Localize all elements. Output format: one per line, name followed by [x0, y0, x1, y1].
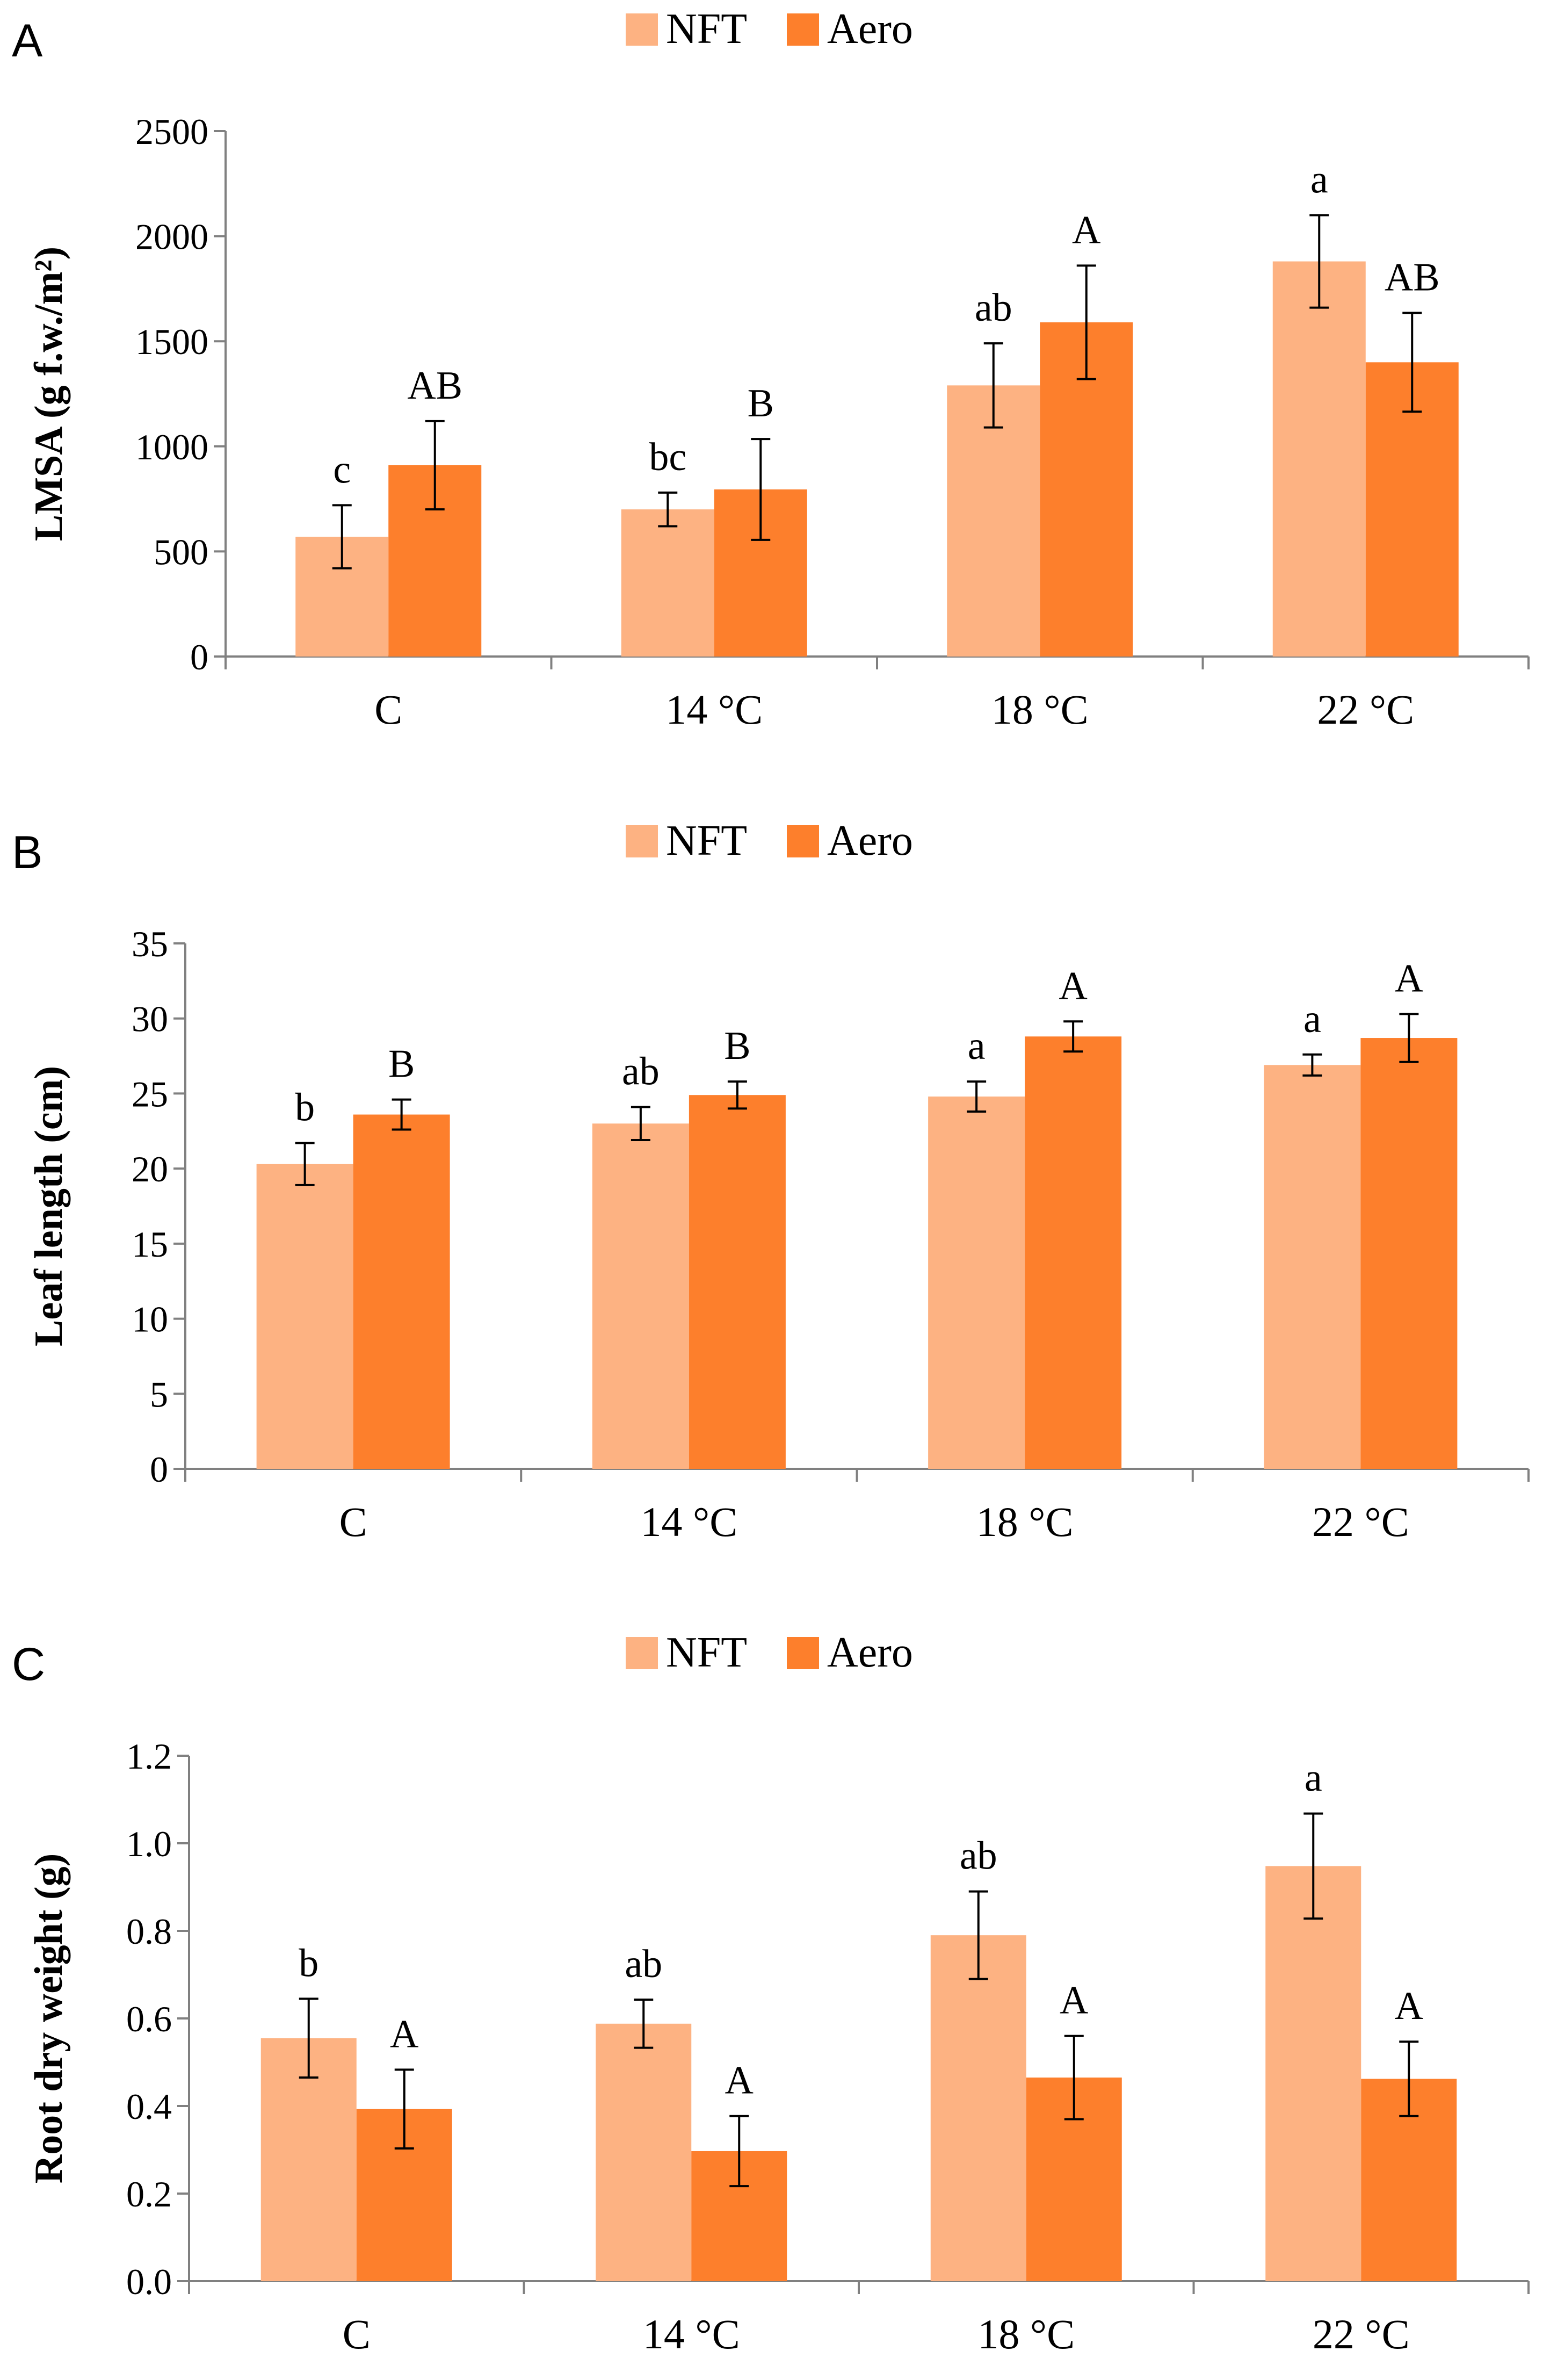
x-category-label: 22 °C — [1313, 2311, 1410, 2357]
significance-label: a — [1303, 997, 1321, 1041]
y-tick-label: 5 — [150, 1374, 168, 1415]
significance-label: A — [1395, 956, 1423, 1000]
y-tick-label: 0 — [150, 1449, 168, 1490]
bar-nft — [930, 1935, 1026, 2281]
y-axis-title: LMSA (g f.w./m²) — [27, 247, 71, 541]
y-tick-label: 15 — [132, 1224, 168, 1265]
chart-panel-b: B NFT Aero 0 5 10 15 20 25 30 35 Leaf length (cm) Cb… — [12, 817, 1530, 1545]
x-category-label: 14 °C — [643, 2311, 740, 2357]
legend-label-nft: NFT — [666, 817, 747, 864]
legend-label-aero: Aero — [827, 5, 913, 53]
significance-label: a — [1305, 1756, 1322, 1800]
y-tick-label: 500 — [154, 531, 208, 572]
y-tick-label: 0.0 — [126, 2261, 172, 2302]
y-tick-label: 1.0 — [126, 1823, 172, 1864]
panel-label: C — [12, 1639, 45, 1690]
bar-nft — [1264, 1065, 1361, 1469]
significance-label: A — [1072, 208, 1100, 252]
y-tick-label: 35 — [132, 924, 168, 964]
significance-label: A — [390, 2012, 418, 2056]
x-category-label: 22 °C — [1317, 686, 1414, 733]
x-category-label: 18 °C — [976, 1498, 1074, 1545]
significance-label: A — [725, 2059, 754, 2103]
significance-label: b — [295, 1086, 315, 1130]
bar-aero — [353, 1114, 450, 1469]
bar-nft — [1272, 261, 1366, 657]
y-tick-label: 0.8 — [126, 1911, 172, 1952]
y-tick-label: 1000 — [135, 427, 208, 467]
significance-label: A — [1059, 964, 1087, 1008]
legend-swatch-nft — [626, 825, 658, 857]
y-axis-title: Root dry weight (g) — [27, 1853, 71, 2184]
y-tick-label: 2000 — [135, 217, 208, 257]
bar-nft — [947, 385, 1040, 657]
legend-label-nft: NFT — [666, 1629, 747, 1676]
y-tick-label: 30 — [132, 999, 168, 1040]
y-axis-title: Leaf length (cm) — [27, 1066, 71, 1346]
bar-aero — [1360, 1038, 1458, 1469]
y-tick-label: 25 — [132, 1073, 168, 1114]
y-tick-label: 0 — [190, 637, 208, 677]
bar-aero — [1025, 1036, 1122, 1469]
legend-swatch-aero — [787, 13, 819, 46]
significance-label: B — [388, 1042, 415, 1086]
legend: NFT Aero — [626, 5, 913, 53]
significance-label: c — [333, 448, 351, 492]
x-category-label: 14 °C — [641, 1498, 738, 1545]
chart-panel-c: C NFT Aero 0.0 0.2 0.4 0.6 0.8 1.0 1.2 Root dry we… — [12, 1629, 1530, 2357]
significance-label: ab — [625, 1942, 662, 1986]
significance-label: A — [1060, 1979, 1088, 2023]
significance-label: b — [299, 1941, 318, 1985]
bar-nft — [1265, 1866, 1361, 2281]
significance-label: a — [968, 1024, 986, 1068]
y-tick-label: 0.6 — [126, 1999, 172, 2039]
bar-nft — [592, 1123, 689, 1469]
y-tick-label: 20 — [132, 1149, 168, 1189]
chart-panel-a: A NFT Aero 0 500 1000 1500 2000 2500 LMSA (g f.w.… — [12, 5, 1530, 733]
significance-label: AB — [407, 364, 462, 408]
significance-label: ab — [622, 1050, 660, 1094]
x-category-label: 18 °C — [977, 2311, 1075, 2357]
significance-label: B — [748, 381, 774, 425]
significance-label: ab — [960, 1834, 997, 1878]
x-category-label: 22 °C — [1312, 1498, 1409, 1545]
significance-label: AB — [1385, 255, 1440, 299]
legend-label-nft: NFT — [666, 5, 747, 53]
bar-nft — [596, 2023, 692, 2281]
legend-swatch-aero — [787, 825, 819, 857]
significance-label: a — [1310, 157, 1328, 201]
x-category-label: C — [339, 1498, 367, 1545]
significance-label: B — [724, 1024, 750, 1068]
legend: NFT Aero — [626, 1629, 913, 1676]
legend-swatch-nft — [626, 13, 658, 46]
y-tick-label: 1500 — [135, 321, 208, 362]
significance-label: bc — [649, 435, 686, 479]
y-tick-label: 2500 — [135, 111, 208, 152]
significance-label: A — [1395, 1984, 1423, 2028]
bar-nft — [260, 2038, 357, 2281]
x-category-label: 14 °C — [665, 686, 763, 733]
legend-swatch-aero — [787, 1637, 819, 1669]
x-category-label: C — [343, 2311, 371, 2357]
y-tick-label: 0.4 — [126, 2086, 172, 2127]
significance-label: ab — [975, 286, 1012, 330]
legend-label-aero: Aero — [827, 1629, 913, 1676]
panel-label: A — [12, 15, 43, 67]
legend-label-aero: Aero — [827, 817, 913, 864]
legend: NFT Aero — [626, 817, 913, 864]
bar-nft — [256, 1164, 353, 1469]
bar-nft — [621, 509, 714, 657]
x-category-label: C — [374, 686, 402, 733]
bar-aero — [689, 1095, 786, 1469]
legend-swatch-nft — [626, 1637, 658, 1669]
x-category-label: 18 °C — [991, 686, 1089, 733]
y-tick-label: 0.2 — [126, 2174, 172, 2215]
y-tick-label: 10 — [132, 1299, 168, 1340]
y-tick-label: 1.2 — [126, 1736, 172, 1777]
bar-nft — [928, 1097, 1025, 1469]
panel-label: B — [12, 827, 42, 878]
